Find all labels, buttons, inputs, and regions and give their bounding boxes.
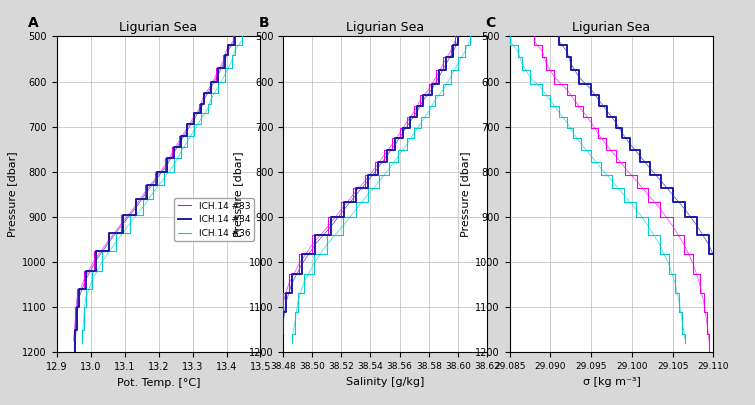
X-axis label: Salinity [g/kg]: Salinity [g/kg] xyxy=(346,377,424,387)
X-axis label: σ [kg m⁻³]: σ [kg m⁻³] xyxy=(583,377,640,387)
Y-axis label: Pressure [dbar]: Pressure [dbar] xyxy=(460,151,470,237)
Text: C: C xyxy=(485,16,495,30)
Y-axis label: Pressure [dbar]: Pressure [dbar] xyxy=(233,151,243,237)
Text: B: B xyxy=(259,16,270,30)
Title: Ligurian Sea: Ligurian Sea xyxy=(119,21,198,34)
Legend: ICH.14 #33, ICH.14 #34, ICH.14 #36: ICH.14 #33, ICH.14 #34, ICH.14 #36 xyxy=(174,198,254,241)
Text: A: A xyxy=(28,16,39,30)
Title: Ligurian Sea: Ligurian Sea xyxy=(346,21,424,34)
Y-axis label: Pressure [dbar]: Pressure [dbar] xyxy=(7,151,17,237)
Title: Ligurian Sea: Ligurian Sea xyxy=(572,21,651,34)
X-axis label: Pot. Temp. [°C]: Pot. Temp. [°C] xyxy=(117,377,200,388)
